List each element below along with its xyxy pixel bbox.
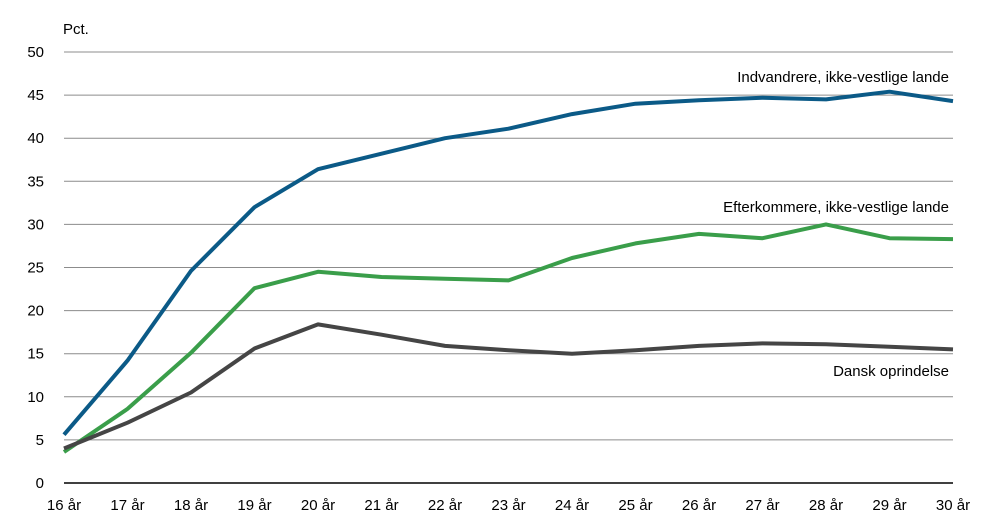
series-lines: [62, 89, 954, 454]
y-tick-label: 0: [36, 475, 44, 492]
x-tick-label: 30 år: [936, 497, 970, 514]
x-tick-label: 23 år: [491, 497, 525, 514]
x-tick-label: 24 år: [555, 497, 589, 514]
y-tick-label: 40: [27, 130, 44, 147]
x-axis-tick-labels: 16 år 17 år 18 år 19 år 20 år 21 år 22 år 23 år…: [47, 497, 970, 514]
y-tick-label: 35: [27, 173, 44, 190]
y-tick-label: 15: [27, 346, 44, 363]
y-tick-label: 20: [27, 303, 44, 320]
series-line-2: [63, 322, 954, 451]
gridlines: [64, 51, 953, 441]
y-tick-label: 30: [27, 216, 44, 233]
x-tick-label: 16 år: [47, 497, 81, 514]
x-tick-label: 26 år: [682, 497, 716, 514]
x-tick-label: 25 år: [618, 497, 652, 514]
y-tick-label: 45: [27, 87, 44, 104]
x-tick-label: 20 år: [301, 497, 335, 514]
series-label-indvandrere: Indvandrere, ikke-vestlige lande: [737, 69, 949, 86]
series-labels: Indvandrere, ikke-vestlige lande Efterko…: [723, 69, 949, 380]
y-tick-label: 5: [36, 432, 44, 449]
y-tick-label: 50: [27, 44, 44, 61]
x-tick-label: 22 år: [428, 497, 462, 514]
x-tick-label: 19 år: [237, 497, 271, 514]
y-axis-tick-labels: 0 5 10 15 20 25 30 35 40 45 50: [27, 44, 44, 492]
y-axis-unit-label: Pct.: [63, 21, 89, 38]
x-tick-label: 21 år: [364, 497, 398, 514]
x-tick-label: 27 år: [745, 497, 779, 514]
x-tick-label: 18 år: [174, 497, 208, 514]
series-label-efterkommere: Efterkommere, ikke-vestlige lande: [723, 199, 949, 216]
series-label-dansk-oprindelse: Dansk oprindelse: [833, 363, 949, 380]
x-tick-label: 28 år: [809, 497, 843, 514]
x-tick-label: 29 år: [872, 497, 906, 514]
series-line-1: [62, 222, 954, 454]
x-tick-label: 17 år: [110, 497, 144, 514]
y-tick-label: 10: [27, 389, 44, 406]
y-tick-label: 25: [27, 260, 44, 277]
series-line-0: [62, 89, 954, 437]
